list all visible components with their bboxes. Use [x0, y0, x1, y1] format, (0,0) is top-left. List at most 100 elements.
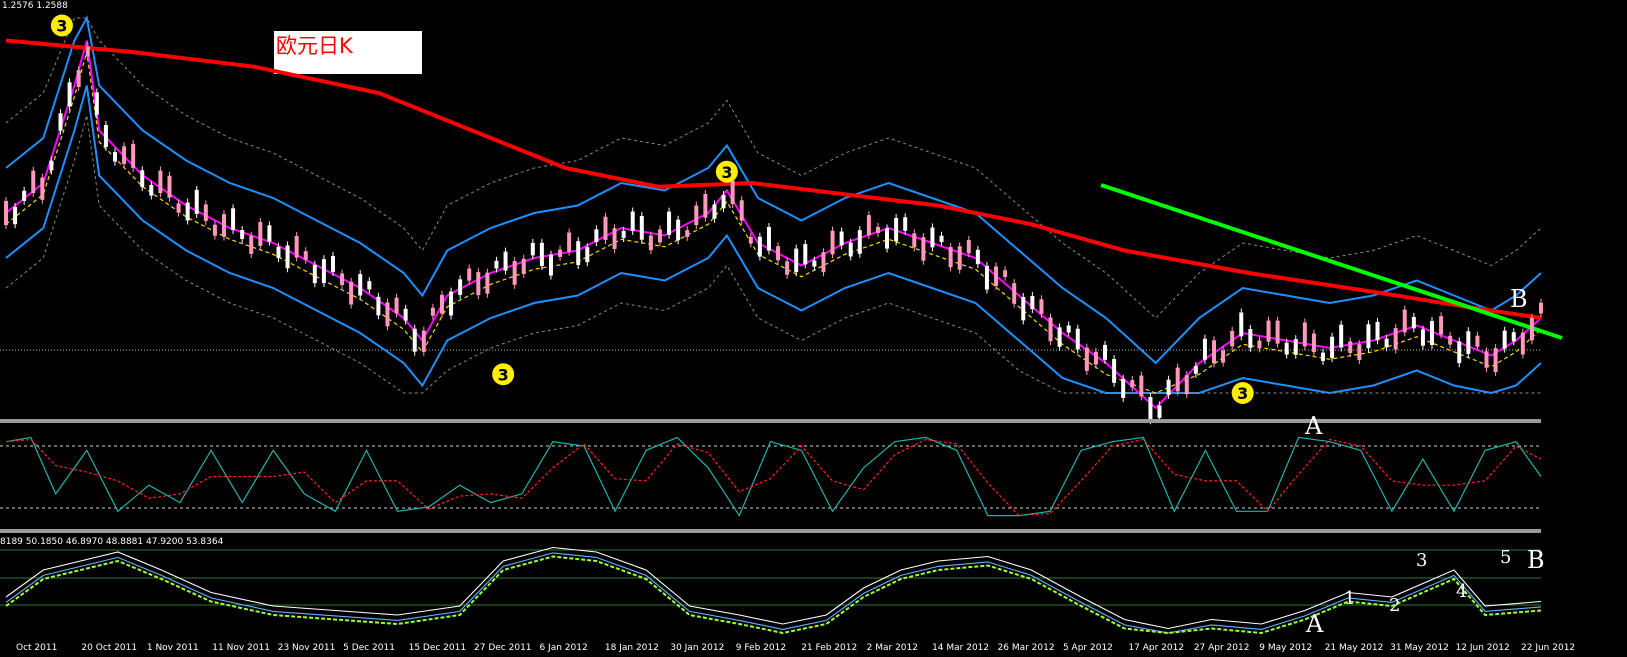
candle-body [1430, 321, 1435, 345]
candle-body [794, 248, 799, 273]
bollinger-lower [5, 85, 1542, 395]
candle-body [1184, 375, 1189, 395]
candle-body [748, 236, 753, 244]
candle-body [1003, 270, 1008, 277]
candle-body [875, 226, 880, 234]
candle-body [1084, 347, 1089, 371]
candle-body [585, 247, 590, 263]
candle-body [485, 272, 490, 294]
candle-body [803, 244, 808, 265]
candle-body [131, 143, 136, 168]
x-tick-label: 17 Apr 2012 [1128, 643, 1184, 653]
candle-body [1057, 327, 1062, 347]
x-tick-label: 9 Feb 2012 [736, 643, 786, 653]
candle-body [612, 228, 617, 250]
candle-body [85, 46, 90, 57]
wave-marker-label: 3 [56, 17, 67, 36]
x-tick-label: 26 Mar 2012 [998, 643, 1055, 653]
wave-label-3: 3 [1416, 550, 1427, 571]
candle-body [539, 242, 544, 266]
candle-body [1130, 380, 1135, 388]
candle-body [975, 249, 980, 265]
wave-label-4: 4 [1456, 581, 1467, 602]
candle-body [757, 236, 762, 257]
candle-body [1302, 322, 1307, 347]
candle-body [22, 190, 27, 201]
candle-body [730, 180, 735, 204]
candle-body [1021, 296, 1026, 321]
candle-body [785, 261, 790, 275]
candle-body [1239, 312, 1244, 337]
candle-body [567, 232, 572, 252]
stoch-readout: 8189 50.1850 46.8970 48.8881 47.9200 53.… [0, 537, 224, 547]
candle-body [449, 291, 454, 316]
candle-body [639, 215, 644, 240]
trendline-green [1100, 183, 1563, 340]
candle-body [1529, 317, 1534, 341]
x-tick-label: 21 May 2012 [1325, 643, 1384, 653]
candle-body [694, 205, 699, 226]
candle-body [212, 224, 217, 236]
wave-label-2: 2 [1389, 595, 1400, 616]
panel-divider-osc [0, 529, 1541, 533]
price-readout: 1.2576 1.2588 [2, 1, 68, 11]
x-tick-label: 9 May 2012 [1259, 643, 1312, 653]
wave-marker [1231, 382, 1254, 404]
candle-body [185, 202, 190, 221]
x-tick-label: 30 Jan 2012 [670, 643, 724, 653]
candle-body [203, 204, 208, 221]
candle-body [1457, 341, 1462, 364]
candle-body [149, 184, 154, 196]
candle-body [122, 146, 127, 164]
candle-body [1166, 379, 1171, 395]
candle-body [548, 254, 553, 276]
candle-body [630, 211, 635, 231]
candle-body [1030, 296, 1035, 310]
candle-body [194, 189, 199, 214]
candle-body [13, 207, 18, 225]
candle-body [648, 235, 653, 251]
title-box [274, 31, 422, 74]
oscillator-main [5, 436, 1542, 517]
candle-body [1157, 405, 1162, 418]
wave-label-1: 1 [1344, 588, 1355, 609]
candle-body [1293, 339, 1298, 355]
candle-body [267, 225, 272, 242]
x-tick-label: 20 Oct 2011 [81, 643, 137, 653]
candle-body [848, 242, 853, 257]
x-tick-label: 5 Apr 2012 [1063, 643, 1113, 653]
candle-body [140, 170, 145, 187]
candle-body [1139, 375, 1144, 397]
oscillator-signal [5, 438, 1542, 517]
candle-body [821, 252, 826, 273]
candle-body [921, 237, 926, 261]
candle-body [358, 274, 363, 296]
candle-body [303, 251, 308, 260]
candle-body [439, 294, 444, 314]
candle-body [1330, 336, 1335, 359]
x-tick-label: 1 Nov 2011 [147, 643, 199, 653]
candle-body [839, 231, 844, 246]
candle-body [1066, 325, 1071, 333]
grid-layer [0, 349, 1541, 606]
candle-body [1439, 316, 1444, 335]
candle-body [885, 228, 890, 249]
candle-body [1248, 329, 1253, 348]
candle-body [1148, 397, 1153, 421]
bollinger-upper [5, 15, 1542, 365]
candle-body [957, 246, 962, 270]
candle-body [530, 242, 535, 256]
candle-body [1121, 378, 1126, 399]
candle-body [403, 308, 408, 321]
candle-body [1493, 348, 1498, 373]
candle-body [712, 204, 717, 219]
wave-marker-label: 3 [721, 163, 732, 182]
candle-body [685, 230, 690, 237]
candle-body [458, 279, 463, 295]
x-tick-label: 23 Nov 2011 [278, 643, 336, 653]
candle-body [503, 251, 508, 271]
candle-body [1012, 283, 1017, 304]
candle-body [1357, 344, 1362, 361]
